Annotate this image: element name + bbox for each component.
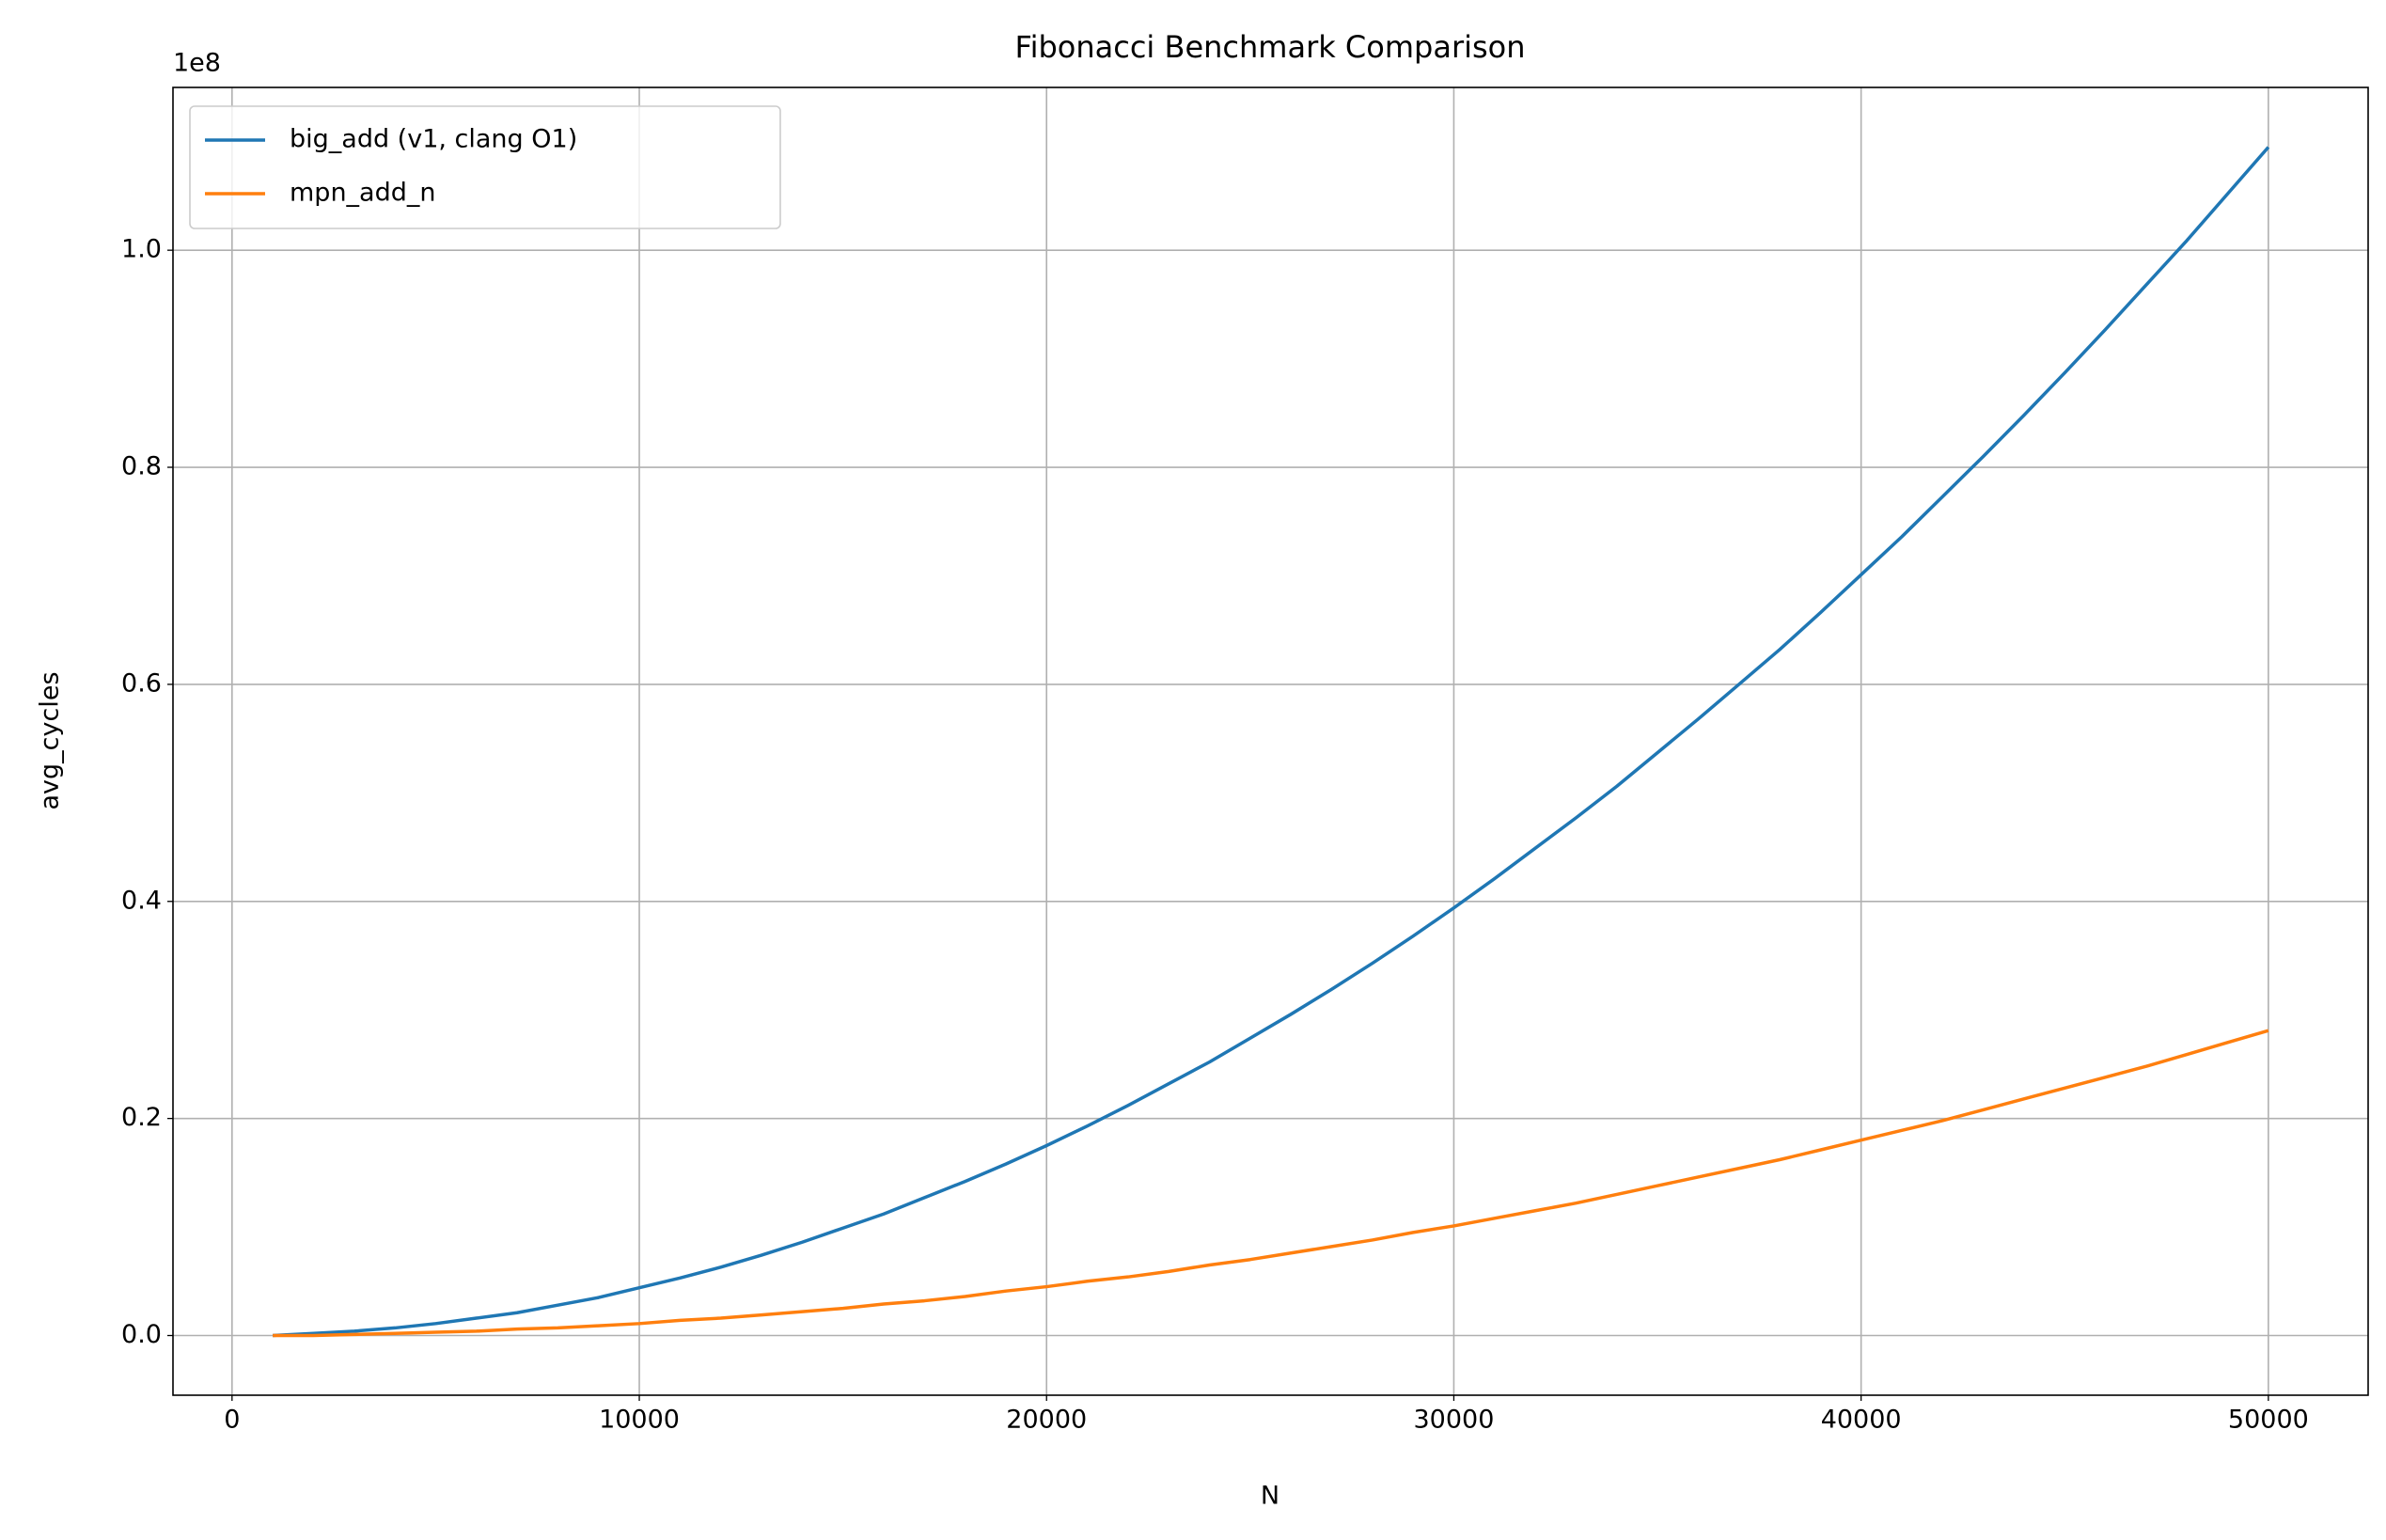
y-tick-label: 0.4 xyxy=(121,886,162,915)
y-tick-label: 0.0 xyxy=(121,1320,162,1349)
x-tick-label: 40000 xyxy=(1821,1406,1902,1435)
x-tick-label: 20000 xyxy=(1006,1406,1087,1435)
x-tick-label: 0 xyxy=(224,1406,240,1435)
series-line xyxy=(273,1029,2269,1338)
x-tick-label: 10000 xyxy=(599,1406,680,1435)
y-tick-label: 0.2 xyxy=(121,1103,162,1132)
series-line xyxy=(273,146,2270,1338)
x-axis-label: N xyxy=(1261,1482,1279,1511)
legend-box xyxy=(189,105,781,229)
x-tick-label: 30000 xyxy=(1413,1406,1494,1435)
y-tick-label: 0.6 xyxy=(121,668,162,698)
y-axis-label: avg_cycles xyxy=(36,671,65,809)
plot-frame xyxy=(172,86,2369,1396)
legend-label: mpn_add_n xyxy=(290,179,436,208)
y-offset-label: 1e8 xyxy=(173,49,221,78)
y-tick-label: 1.0 xyxy=(121,235,162,264)
x-tick-label: 50000 xyxy=(2228,1406,2309,1435)
chart-title: Fibonacci Benchmark Comparison xyxy=(1014,29,1525,65)
y-tick-label: 0.8 xyxy=(121,452,162,481)
legend-label: big_add (v1, clang O1) xyxy=(290,125,577,154)
